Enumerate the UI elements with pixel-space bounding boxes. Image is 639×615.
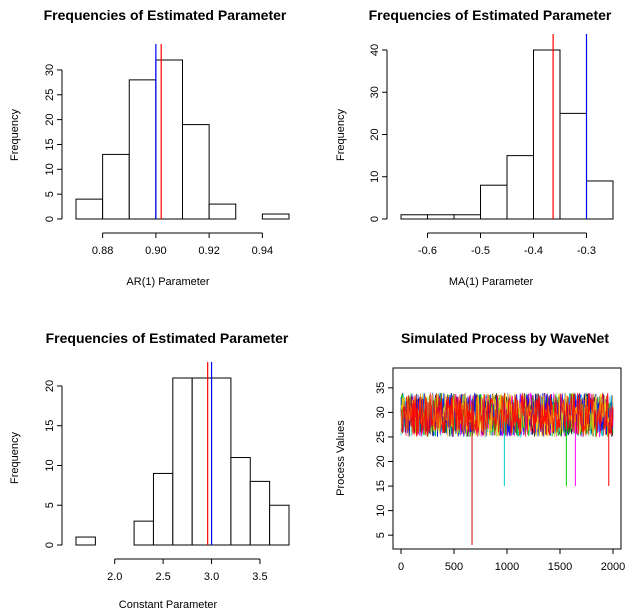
histogram-bar: [128, 79, 157, 220]
histogram-bar: [586, 180, 614, 220]
histogram-bar: [182, 124, 210, 220]
y-tick-label: 10: [375, 504, 387, 516]
x-tick-label: 0.88: [92, 245, 113, 257]
y-tick-label: 5: [44, 502, 56, 508]
y-tick-label: 20: [369, 128, 381, 140]
panel3-title: Frequencies of Estimated Parameter: [46, 330, 289, 346]
y-tick-label: 30: [44, 64, 56, 76]
histogram-bar: [102, 153, 130, 220]
histogram-bar: [427, 214, 455, 220]
panel-ma1: Frequencies of Estimated Parameter -0.6-…: [335, 7, 614, 288]
panel3-ylabel: Frequency: [9, 432, 21, 484]
panel-ar1: Frequencies of Estimated Parameter 0.88 0…: [9, 7, 290, 288]
y-tick-label: 10: [369, 171, 381, 183]
panel2-xlabel: MA(1) Parameter: [449, 276, 534, 288]
panel2-title: Frequencies of Estimated Parameter: [369, 7, 612, 23]
y-tick-label: 5: [44, 191, 56, 197]
panel4-plot: 0 500 1000 1500 2000 5 10 15 20 25 30 35: [375, 367, 625, 573]
histogram-bar: [480, 184, 508, 220]
x-tick-label: 0.94: [252, 245, 273, 257]
y-tick-label: 15: [44, 138, 56, 150]
histogram-bar: [75, 536, 96, 546]
y-tick-label: 40: [369, 44, 381, 56]
x-tick-label: 2.0: [107, 571, 122, 583]
panel3-plot: 2.0 2.5 3.0 3.5 0 5 10 15 20: [44, 362, 290, 583]
x-tick-label: -0.3: [577, 245, 596, 257]
process-series: [400, 392, 614, 437]
x-tick-label: 3.0: [204, 571, 219, 583]
process-series: [400, 392, 614, 437]
x-tick-label: 1500: [548, 561, 572, 573]
y-tick-label: 20: [44, 114, 56, 126]
histogram-bar: [155, 59, 183, 220]
y-tick-label: 0: [44, 542, 56, 548]
y-tick-label: 5: [375, 532, 387, 538]
x-tick-label: 1000: [495, 561, 519, 573]
histogram-bar: [75, 198, 104, 220]
panel1-ylabel: Frequency: [9, 109, 21, 161]
y-tick-label: 15: [375, 480, 387, 492]
panel-wavenet: Simulated Process by WaveNet 0 500 1000 150…: [335, 330, 625, 573]
panel1-plot: 0.88 0.90 0.92 0.94 0 5 10 15 20 25 30: [44, 44, 290, 257]
panel2-plot: -0.6 -0.5 -0.4 -0.3 0 10 20 30 40: [369, 34, 614, 257]
histogram-bar: [261, 213, 290, 220]
y-tick-label: 0: [369, 216, 381, 222]
histogram-bar: [133, 520, 154, 546]
panel4-title: Simulated Process by WaveNet: [401, 330, 609, 346]
x-tick-label: 0: [398, 561, 404, 573]
panel2-ylabel: Frequency: [335, 109, 347, 161]
histogram-bar: [172, 377, 193, 546]
panel-constant: Frequencies of Estimated Parameter 2.0 2.…: [9, 330, 290, 611]
histogram-bar: [230, 457, 251, 546]
y-tick-label: 25: [44, 89, 56, 101]
x-tick-label: -0.5: [471, 245, 490, 257]
panel1-xlabel: AR(1) Parameter: [126, 276, 209, 288]
y-tick-label: 15: [44, 420, 56, 432]
histogram-bar: [506, 155, 534, 220]
histogram-bar: [533, 49, 561, 220]
x-tick-label: -0.4: [524, 245, 543, 257]
x-tick-label: -0.6: [418, 245, 437, 257]
y-tick-label: 20: [44, 380, 56, 392]
histogram-bar: [191, 377, 213, 546]
panel3-xlabel: Constant Parameter: [119, 599, 218, 611]
x-tick-label: 0.90: [145, 245, 166, 257]
x-tick-label: 2000: [601, 561, 625, 573]
y-tick-label: 35: [375, 382, 387, 394]
histogram-bar: [211, 377, 232, 546]
histogram-bar: [269, 504, 290, 546]
x-tick-label: 500: [445, 561, 463, 573]
x-tick-label: 0.92: [198, 245, 219, 257]
y-tick-label: 10: [44, 163, 56, 175]
histogram-bar: [559, 112, 587, 220]
y-tick-label: 30: [369, 86, 381, 98]
x-tick-label: 2.5: [155, 571, 170, 583]
x-tick-label: 3.5: [252, 571, 267, 583]
panel1-title: Frequencies of Estimated Parameter: [44, 7, 287, 23]
histogram-bar: [208, 203, 237, 220]
y-tick-label: 30: [375, 406, 387, 418]
histogram-bar: [400, 214, 428, 220]
y-tick-label: 10: [44, 459, 56, 471]
y-tick-label: 20: [375, 455, 387, 467]
y-tick-label: 25: [375, 431, 387, 443]
panel4-ylabel: Process Values: [335, 420, 347, 496]
histogram-bar: [453, 214, 481, 220]
y-tick-label: 0: [44, 216, 56, 222]
histogram-bar: [249, 480, 271, 546]
histogram-bar: [152, 472, 174, 546]
